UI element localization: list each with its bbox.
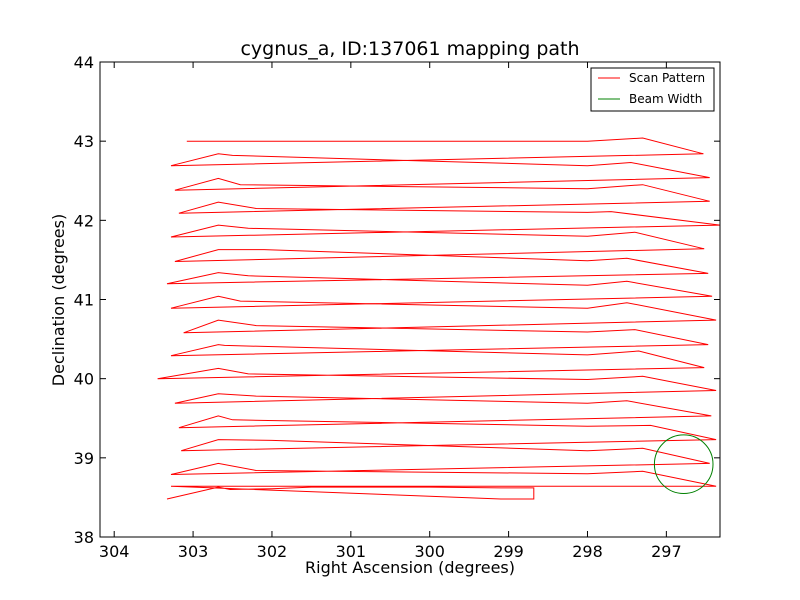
x-tick-label: 304 <box>99 542 130 561</box>
y-tick-label: 41 <box>74 291 94 310</box>
y-tick-label: 43 <box>74 132 94 151</box>
y-tick-label: 44 <box>74 53 94 72</box>
y-axis-label: Declination (degrees) <box>49 214 68 386</box>
legend-scan-pattern-label: Scan Pattern <box>629 71 705 85</box>
x-tick-label: 300 <box>414 542 445 561</box>
x-tick-label: 297 <box>651 542 682 561</box>
y-tick-label: 42 <box>74 211 94 230</box>
x-tick-label: 298 <box>572 542 603 561</box>
x-tick-label: 303 <box>178 542 209 561</box>
x-tick-label: 301 <box>336 542 367 561</box>
chart-title: cygnus_a, ID:137061 mapping path <box>240 38 579 60</box>
scan-pattern-line <box>157 137 720 500</box>
x-axis-label: Right Ascension (degrees) <box>305 558 515 577</box>
x-tick-label: 302 <box>257 542 288 561</box>
legend-box <box>590 67 715 112</box>
beam-width-circle <box>653 434 714 495</box>
y-tick-label: 39 <box>74 449 94 468</box>
y-tick-label: 40 <box>74 370 94 389</box>
y-tick-label: 38 <box>74 528 94 547</box>
axis-ticks: 304 303 302 301 300 299 298 297 38 39 40 41 42 43 44 <box>74 53 720 561</box>
legend: Scan Pattern Beam Width <box>590 67 715 112</box>
legend-beam-width-label: Beam Width <box>629 92 702 106</box>
x-tick-label: 299 <box>493 542 524 561</box>
plot-data-layer <box>157 137 720 500</box>
